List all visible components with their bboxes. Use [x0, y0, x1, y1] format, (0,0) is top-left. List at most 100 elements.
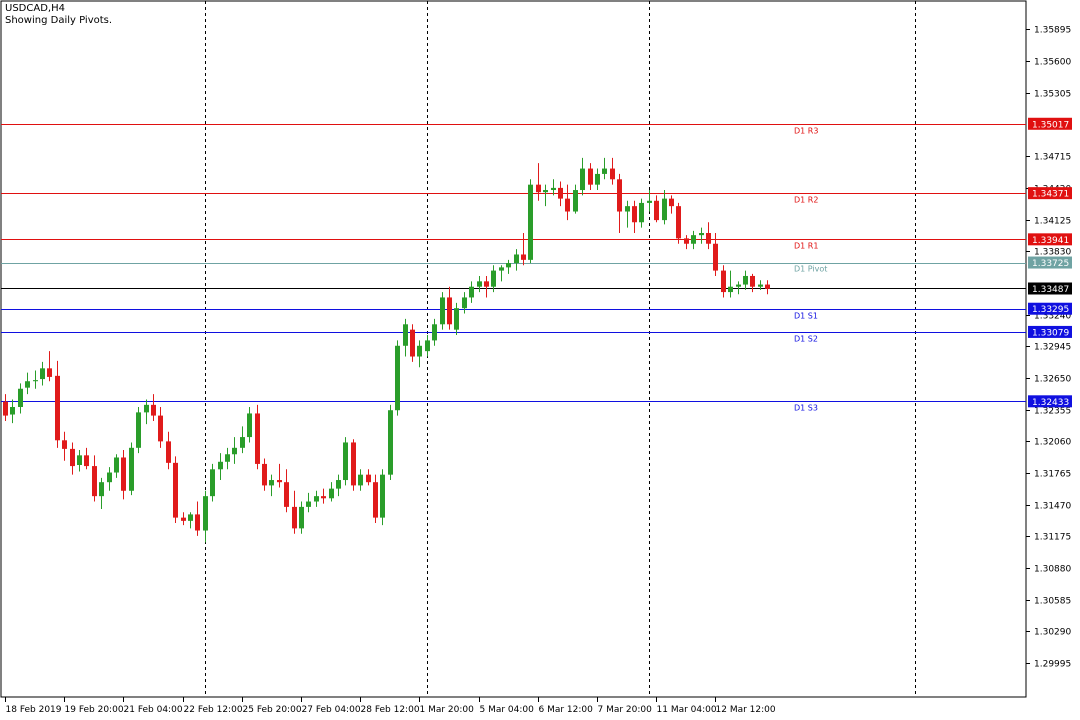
candle-body [277, 480, 282, 483]
candle-body [625, 206, 630, 212]
y-tick-label: 1.34125 [1034, 217, 1071, 227]
candle-body [107, 472, 112, 483]
candle-body [469, 286, 474, 298]
candle-body [758, 284, 763, 287]
candle-body [25, 381, 30, 388]
candle-body [447, 297, 452, 325]
candle-body [691, 235, 696, 244]
candle-body [440, 297, 445, 325]
candle-body [284, 482, 289, 507]
pivot-name-label: D1 S3 [794, 404, 818, 413]
candle-body [329, 488, 334, 499]
candle-body [551, 187, 556, 191]
candle-body [506, 263, 511, 268]
candle-body [292, 506, 297, 529]
candle-body [395, 345, 400, 411]
price-tag-box [1028, 233, 1072, 246]
x-tick-label: 19 Feb 20:00 [65, 705, 124, 715]
current-price-label: 1.33487 [1032, 285, 1069, 295]
candle-body [417, 345, 422, 357]
candle-body [580, 168, 585, 191]
price-tag-box [1028, 187, 1072, 200]
candle-body [195, 514, 200, 531]
indicator-subtitle: Showing Daily Pivots. [5, 15, 113, 26]
candle-body [647, 200, 652, 203]
pivot-name-label: D1 S2 [794, 335, 818, 344]
symbol-label: USDCAD,H4 [5, 3, 65, 14]
y-tick-label: 1.30880 [1034, 565, 1071, 575]
candle-body [454, 308, 459, 330]
candle-body [33, 380, 38, 382]
candle-body [99, 482, 104, 497]
candle-body [743, 275, 748, 285]
y-tick-label: 1.32060 [1034, 438, 1071, 448]
candle-body [699, 233, 704, 236]
plot-frame [0, 0, 1027, 698]
pivot-name-label: D1 R1 [794, 242, 818, 251]
pivot-name-label: D1 R3 [794, 127, 818, 136]
price-tag-label: 1.33295 [1032, 305, 1069, 315]
candle-body [380, 474, 385, 518]
y-tick-label: 1.31765 [1034, 470, 1071, 480]
candle-body [77, 455, 82, 465]
candle-body [750, 275, 755, 287]
candle-body [55, 375, 60, 441]
candle-body [247, 413, 252, 438]
candle-body [654, 200, 659, 221]
candle-body [499, 267, 504, 271]
x-tick-label: 7 Mar 20:00 [598, 705, 653, 715]
candle-body [491, 270, 496, 287]
candle-body [521, 254, 526, 260]
candle-body [373, 482, 378, 518]
candle-body [336, 480, 341, 489]
candle-body [358, 474, 363, 486]
candle-body [18, 388, 23, 407]
price-tag-label: 1.35017 [1032, 120, 1069, 130]
candle-body [477, 281, 482, 287]
candle-body [543, 190, 548, 193]
candle-body [432, 324, 437, 341]
candle-body [528, 184, 533, 260]
x-tick-label: 12 Mar 12:00 [716, 705, 776, 715]
candle-body [10, 407, 15, 415]
candle-body [129, 447, 134, 491]
candle-body [632, 206, 637, 223]
y-tick-label: 1.32355 [1034, 407, 1071, 417]
candle-body [173, 462, 178, 518]
candle-body [158, 415, 163, 442]
price-tag-label: 1.33941 [1032, 236, 1069, 246]
y-tick-label: 1.33830 [1034, 248, 1071, 258]
y-tick-label: 1.33240 [1034, 312, 1071, 322]
candle-body [262, 463, 267, 486]
candle-body [351, 442, 356, 486]
candle-body [669, 198, 674, 207]
candle-body [188, 514, 193, 521]
y-tick-label: 1.29995 [1034, 660, 1071, 670]
candle-body [403, 324, 408, 346]
y-tick-label: 1.32650 [1034, 375, 1071, 385]
price-tag-label: 1.32433 [1032, 398, 1069, 408]
x-tick-label: 1 Mar 20:00 [420, 705, 475, 715]
candle-body [343, 442, 348, 481]
candle-body [410, 329, 415, 357]
candle-body [255, 413, 260, 464]
candle-body [306, 501, 311, 507]
y-tick-label: 1.34715 [1034, 153, 1071, 163]
candle-body [314, 496, 319, 502]
x-tick-label: 5 Mar 04:00 [480, 705, 535, 715]
candle-body [144, 404, 149, 413]
candle-body [610, 168, 615, 180]
y-tick-label: 1.32945 [1034, 343, 1071, 353]
candle-body [84, 455, 89, 467]
candle-body [639, 202, 644, 223]
y-tick-label: 1.35600 [1034, 58, 1071, 68]
candle-body [269, 480, 274, 486]
candle-body [484, 281, 489, 287]
candle-body [232, 447, 237, 455]
pivot-name-label: D1 Pivot [794, 265, 827, 274]
x-tick-label: 28 Feb 12:00 [361, 705, 420, 715]
candle-body [40, 368, 45, 380]
x-tick-label: 6 Mar 12:00 [539, 705, 594, 715]
y-tick-label: 1.35305 [1034, 90, 1071, 100]
